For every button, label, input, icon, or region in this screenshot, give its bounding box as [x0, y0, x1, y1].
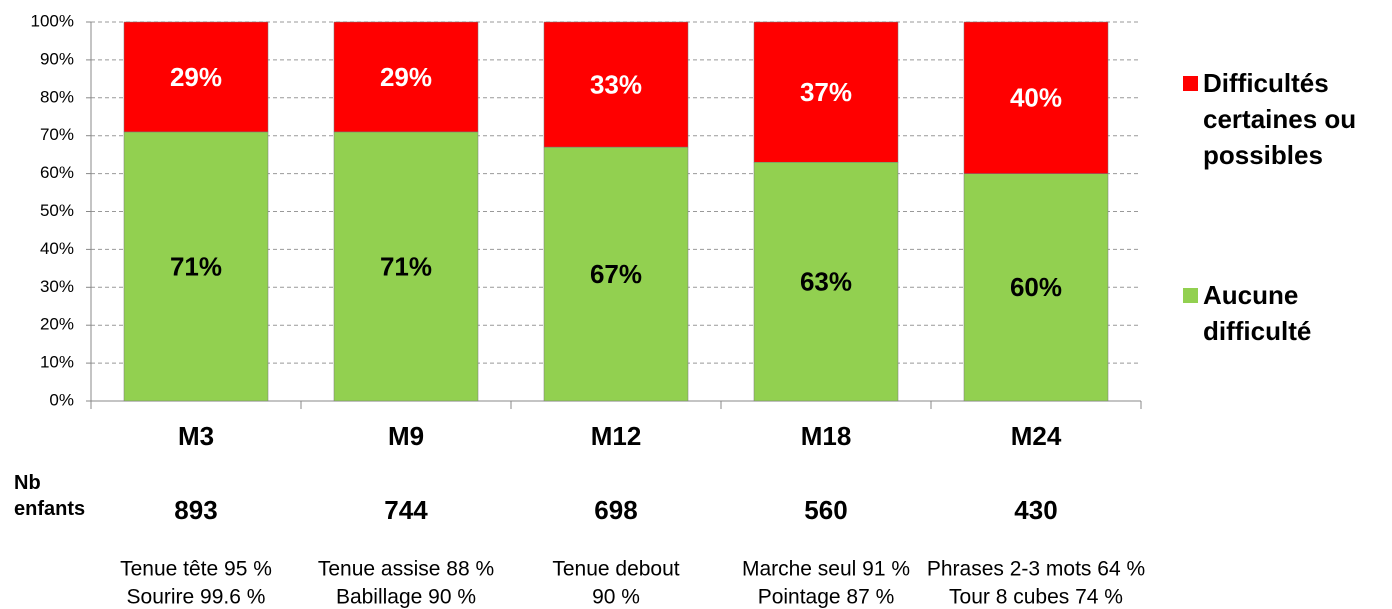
y-tick-label: 80% [40, 87, 74, 106]
note: Sourire 99.6 % [127, 586, 266, 609]
legend-label: Difficultés certaines ou possibles [1203, 68, 1357, 170]
count: 430 [1014, 495, 1057, 525]
y-tick-label: 10% [40, 353, 74, 372]
note: Tenue tête 95 % [120, 558, 272, 581]
bar-segment [753, 21, 899, 163]
bar-segment [123, 21, 269, 133]
y-tick-label: 70% [40, 125, 74, 144]
value-label: 37% [800, 77, 852, 107]
bar-segment [123, 131, 269, 402]
x-tick-label: M18 [801, 421, 852, 451]
legend-label: Aucune difficulté [1203, 280, 1312, 346]
y-tick-label: 100% [31, 11, 74, 30]
note: Babillage 90 % [336, 586, 476, 609]
count: 744 [384, 495, 428, 525]
note: 90 % [592, 586, 640, 609]
note: Phrases 2-3 mots 64 % [927, 558, 1145, 581]
bar-segment [333, 21, 479, 133]
note: Tour 8 cubes 74 % [949, 586, 1123, 609]
y-tick-label: 40% [40, 239, 74, 258]
y-tick-label: 0% [49, 390, 74, 409]
value-label: 29% [170, 62, 222, 92]
bar-segment [333, 131, 479, 402]
value-label: 67% [590, 259, 642, 289]
value-label: 71% [380, 251, 432, 281]
legend-swatch [1183, 76, 1198, 91]
value-label: 40% [1010, 83, 1062, 113]
value-label: 29% [380, 62, 432, 92]
note: Pointage 87 % [758, 586, 895, 609]
note: Marche seul 91 % [742, 558, 910, 581]
value-label: 63% [800, 266, 852, 296]
y-tick-label: 30% [40, 277, 74, 296]
value-label: 33% [590, 69, 642, 99]
count: 560 [804, 495, 847, 525]
note: Tenue assise 88 % [318, 558, 494, 581]
count-label: Nb enfants [14, 472, 86, 520]
bar-segment [543, 146, 689, 402]
count: 893 [174, 495, 217, 525]
bar-segment [543, 21, 689, 148]
y-tick-label: 60% [40, 163, 74, 182]
y-tick-label: 50% [40, 201, 74, 220]
x-tick-label: M9 [388, 421, 424, 451]
y-tick-label: 20% [40, 315, 74, 334]
value-label: 71% [170, 251, 222, 281]
x-tick-label: M24 [1011, 421, 1062, 451]
legend-swatch [1183, 288, 1198, 303]
bar-segment [963, 21, 1109, 174]
bar-segment [963, 173, 1109, 402]
x-tick-label: M3 [178, 421, 214, 451]
note: Tenue debout [552, 558, 679, 581]
value-label: 60% [1010, 272, 1062, 302]
count: 698 [594, 495, 637, 525]
bar-segment [753, 161, 899, 402]
y-tick-label: 90% [40, 49, 74, 68]
x-tick-label: M12 [591, 421, 642, 451]
